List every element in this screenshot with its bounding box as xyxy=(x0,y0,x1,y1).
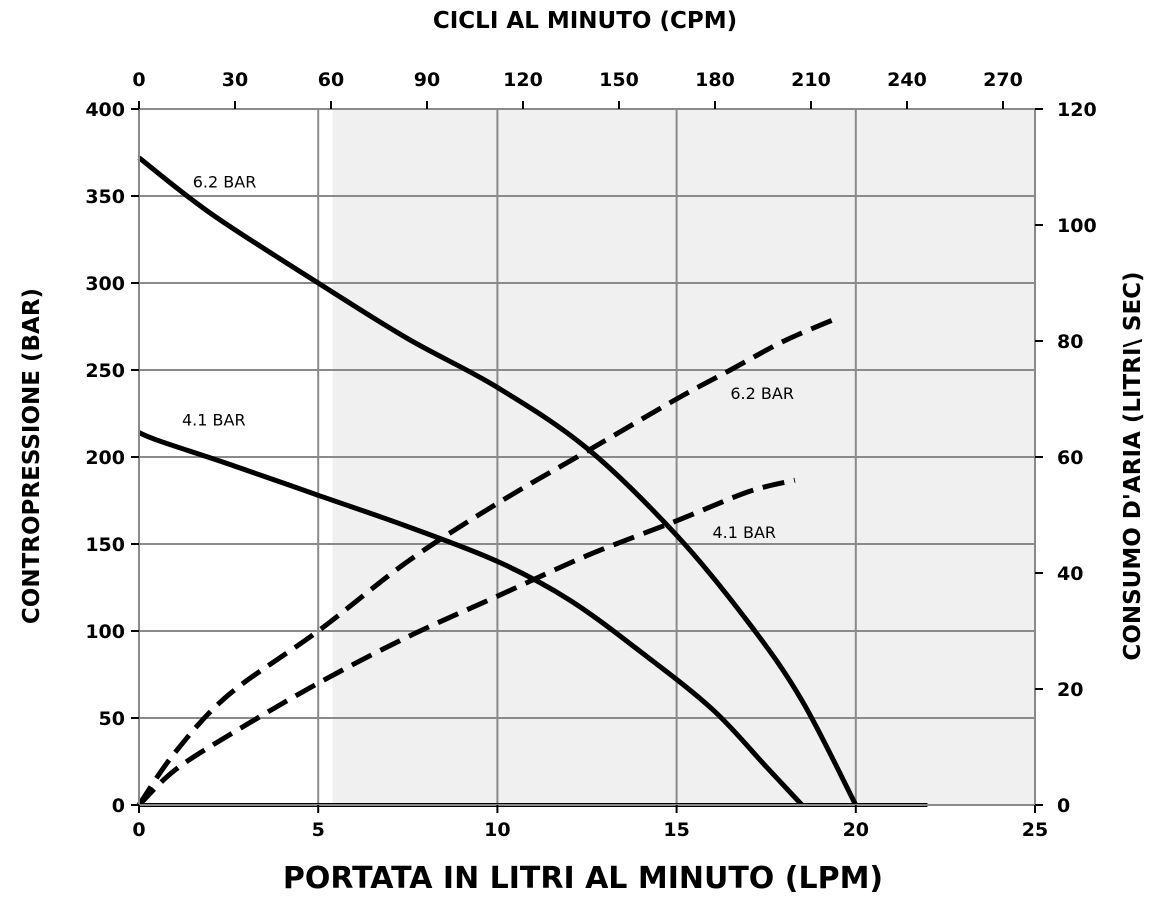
left-tick-label: 350 xyxy=(85,186,125,208)
curve-label: 6.2 BAR xyxy=(730,384,794,403)
pressure-curve-62-bar xyxy=(137,155,859,807)
top-tick-label: 180 xyxy=(695,69,735,91)
bottom-tick-label: 20 xyxy=(843,819,869,841)
left-tick-label: 200 xyxy=(85,447,125,469)
right-tick-label: 20 xyxy=(1057,679,1083,701)
left-tick-label: 150 xyxy=(85,534,125,556)
left-tick-label: 300 xyxy=(85,273,125,295)
left-tick-label: 100 xyxy=(85,621,125,643)
top-tick-label: 270 xyxy=(983,69,1023,91)
right-tick-label: 80 xyxy=(1057,331,1083,353)
bottom-tick-label: 25 xyxy=(1022,819,1048,841)
top-tick-label: 210 xyxy=(791,69,831,91)
curve-labels: 6.2 BAR 4.1 BAR 6.2 BAR 4.1 BAR xyxy=(182,172,794,542)
bottom-tick-label: 10 xyxy=(484,819,510,841)
right-tick-label: 0 xyxy=(1057,795,1070,817)
right-axis-title: CONSUMO D'ARIA (LITRI\ SEC) xyxy=(1120,271,1146,660)
top-tick-label: 60 xyxy=(318,69,344,91)
top-tick-label: 0 xyxy=(132,69,145,91)
top-tick-label: 120 xyxy=(503,69,543,91)
curve-label: 4.1 BAR xyxy=(712,523,776,542)
top-tick-label: 150 xyxy=(599,69,639,91)
pressure-curve-41-bar xyxy=(138,430,804,807)
axis-ticks: 0 5 10 15 20 250 30 60 90 120 150 180 210 240 27005010… xyxy=(85,69,1096,841)
bottom-tick-label: 0 xyxy=(132,819,145,841)
left-tick-label: 0 xyxy=(112,795,125,817)
left-tick-label: 50 xyxy=(99,708,125,730)
curve-label: 6.2 BAR xyxy=(193,172,257,191)
right-tick-label: 60 xyxy=(1057,447,1083,469)
top-tick-label: 30 xyxy=(222,69,248,91)
right-tick-label: 120 xyxy=(1057,99,1097,121)
right-tick-label: 100 xyxy=(1057,215,1097,237)
bottom-tick-label: 5 xyxy=(312,819,325,841)
top-tick-label: 240 xyxy=(887,69,927,91)
air-consumption-curve-62-bar xyxy=(136,315,839,807)
left-tick-label: 250 xyxy=(85,360,125,382)
left-axis-title: CONTROPRESSIONE (BAR) xyxy=(19,288,45,624)
top-axis-title: CICLI AL MINUTO (CPM) xyxy=(433,8,737,34)
curve-label: 4.1 BAR xyxy=(182,411,246,430)
bottom-tick-label: 15 xyxy=(663,819,689,841)
left-tick-label: 400 xyxy=(85,99,125,121)
bottom-axis-title: PORTATA IN LITRI AL MINUTO (LPM) xyxy=(283,861,883,896)
air-consumption-curve-41-bar xyxy=(137,477,796,807)
top-tick-label: 90 xyxy=(414,69,440,91)
right-tick-label: 40 xyxy=(1057,563,1083,585)
